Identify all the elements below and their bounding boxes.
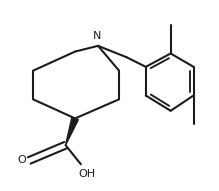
Polygon shape xyxy=(65,117,78,145)
Text: N: N xyxy=(93,31,101,41)
Text: OH: OH xyxy=(78,169,95,179)
Text: O: O xyxy=(17,155,26,165)
